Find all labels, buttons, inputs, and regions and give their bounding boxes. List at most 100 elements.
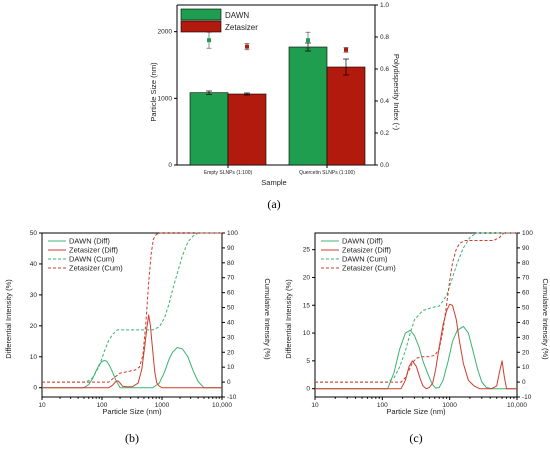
plot-frame bbox=[314, 232, 518, 398]
legend-swatch-zetasizer bbox=[180, 20, 222, 33]
series-line-zetasizer-cum bbox=[42, 232, 222, 383]
y-tick-label: 15 bbox=[303, 302, 311, 309]
y-tick-label: 25 bbox=[303, 247, 311, 254]
legend-label: Zetasizer (Diff) bbox=[69, 246, 119, 255]
y-tick-label: 0 bbox=[168, 162, 172, 169]
series-line-dawn-diff bbox=[315, 325, 517, 390]
y2-tick-label: 80 bbox=[522, 260, 530, 267]
panel-c-legend: DAWN (Diff)Zetasizer (Diff)DAWN (Cum)Zet… bbox=[321, 237, 396, 273]
y2-tick-label: 0.4 bbox=[380, 98, 389, 105]
x-tick-label: 1000 bbox=[155, 402, 170, 409]
x-tick-label: 10 bbox=[311, 402, 319, 409]
y2-tick-label: 0.6 bbox=[380, 66, 389, 73]
y2-tick-label: 30 bbox=[227, 334, 235, 341]
pdi-point-dawn bbox=[306, 38, 310, 43]
x-tick-label: 10 bbox=[38, 402, 46, 409]
y2-tick-label: 80 bbox=[227, 260, 235, 267]
y2-tick-label: 10 bbox=[522, 364, 530, 371]
y2-tick-label: 70 bbox=[522, 275, 530, 282]
y2-tick-label: 100 bbox=[522, 230, 533, 237]
panel-b-y-axis-title: Differential Intensity (%) bbox=[4, 279, 13, 359]
panel-b-line-chart: 10 100 1000 10,000 0 10 20 30 40 50 -10 0 10 20 30 40 50… bbox=[4, 230, 272, 445]
x-tick-label: 100 bbox=[377, 402, 388, 409]
bar-zetasizer bbox=[227, 93, 267, 166]
panel-b-legend: DAWN (Diff)Zetasizer (Diff)DAWN (Cum)Zet… bbox=[48, 237, 123, 273]
panel-b-y2-axis-title: Cumulative Intensity (%) bbox=[263, 278, 272, 360]
y2-tick-label: 0.2 bbox=[380, 130, 389, 137]
y-tick-label: 0 bbox=[306, 386, 310, 393]
y2-tick-label: 50 bbox=[522, 305, 530, 312]
y2-tick-label: 0.8 bbox=[380, 34, 389, 41]
y-tick-label: 40 bbox=[30, 261, 38, 268]
series-line-zetasizer-diff bbox=[315, 303, 517, 390]
panel-c-x-axis-title: Particle Size (nm) bbox=[386, 407, 446, 416]
panel-b-plot-area: 10 100 1000 10,000 0 10 20 30 40 50 -10 0 10 20 30 40 50… bbox=[30, 230, 238, 409]
panel-c-plot-area: 10 100 1000 10,000 0 5 10 15 20 25 -10 0 10 20 30 40 50 6… bbox=[303, 230, 533, 409]
y2-tick-label: 0.0 bbox=[380, 162, 389, 169]
panel-a-y-axis-title: Particle Size (nm) bbox=[149, 62, 158, 122]
legend-label: DAWN (Diff) bbox=[342, 237, 383, 246]
legend-label-dawn: DAWN bbox=[225, 11, 249, 20]
y-tick-label: 5 bbox=[306, 358, 310, 365]
y2-tick-label: 0 bbox=[522, 379, 526, 386]
series-line-dawn-cum bbox=[42, 232, 222, 383]
x-tick-label: Empty SLNPs (1:100) bbox=[204, 170, 253, 176]
y2-tick-label: 90 bbox=[522, 245, 530, 252]
y2-tick-label: 10 bbox=[227, 364, 235, 371]
series-line-zetasizer-cum bbox=[315, 232, 517, 383]
legend-label: Zetasizer (Cum) bbox=[342, 264, 396, 273]
series-line-zetasizer-diff bbox=[42, 314, 222, 389]
panel-label-b: (b) bbox=[125, 431, 139, 445]
y-tick-label: 20 bbox=[30, 323, 38, 330]
panel-b-x-axis-title: Particle Size (nm) bbox=[102, 407, 162, 416]
pdi-point-zetasizer bbox=[245, 44, 249, 49]
y-tick-label: 1000 bbox=[158, 95, 173, 102]
y2-tick-label: 60 bbox=[227, 290, 235, 297]
y2-tick-label: 60 bbox=[522, 290, 530, 297]
pdi-point-zetasizer bbox=[344, 47, 348, 52]
x-tick-label: 1000 bbox=[442, 402, 457, 409]
legend-label-zetasizer: Zetasizer bbox=[225, 23, 258, 32]
panel-a-y2-axis-title: Polydispersity Index (-) bbox=[392, 54, 401, 131]
legend-label: Zetasizer (Cum) bbox=[69, 264, 123, 273]
plot-frame bbox=[41, 232, 223, 398]
bar-dawn bbox=[288, 46, 328, 166]
panel-label-c: (c) bbox=[409, 431, 422, 445]
y2-tick-label: 50 bbox=[227, 305, 235, 312]
panel-a-x-axis-title: Sample bbox=[261, 178, 286, 187]
x-tick-label: 100 bbox=[97, 402, 108, 409]
bar-dawn bbox=[189, 92, 229, 166]
panel-a-bar-chart: 0 1000 2000 0.0 0.2 0.4 0.6 0.8 1.0 Empty SLNPs (… bbox=[149, 2, 401, 211]
y2-tick-label: 90 bbox=[227, 245, 235, 252]
panel-c-y-axis-title: Differential Intensity (%) bbox=[284, 279, 293, 359]
x-tick-label: Quercetin SLNPs (1:100) bbox=[299, 170, 355, 176]
y-tick-label: 50 bbox=[30, 230, 38, 237]
y-tick-label: 2000 bbox=[158, 29, 173, 36]
y2-tick-label: 20 bbox=[227, 349, 235, 356]
legend-label: Zetasizer (Diff) bbox=[342, 246, 392, 255]
y-tick-label: 10 bbox=[303, 330, 311, 337]
y-tick-label: 30 bbox=[30, 292, 38, 299]
legend-label: DAWN (Cum) bbox=[342, 255, 388, 264]
y2-tick-label: 40 bbox=[227, 319, 235, 326]
x-tick-label: 10,000 bbox=[507, 402, 527, 409]
series-line-dawn-cum bbox=[315, 232, 517, 383]
x-tick-label: 10,000 bbox=[212, 402, 232, 409]
legend-swatch-dawn bbox=[180, 8, 222, 21]
y2-tick-label: 40 bbox=[522, 319, 530, 326]
panel-label-a: (a) bbox=[267, 197, 280, 211]
y2-tick-label: 0 bbox=[227, 379, 231, 386]
y-tick-label: 20 bbox=[303, 274, 311, 281]
legend-label: DAWN (Diff) bbox=[69, 237, 110, 246]
bar-zetasizer bbox=[326, 66, 366, 166]
y-tick-label: 0 bbox=[33, 385, 37, 392]
y2-tick-label: 1.0 bbox=[380, 2, 389, 9]
y2-tick-label: -10 bbox=[522, 394, 532, 401]
panel-c-line-chart: 10 100 1000 10,000 0 5 10 15 20 25 -10 0 10 20 30 40 50 6… bbox=[284, 230, 550, 445]
panel-a-plot-area: 0 1000 2000 0.0 0.2 0.4 0.6 0.8 1.0 Empty SLNPs (… bbox=[158, 2, 390, 176]
pdi-point-dawn bbox=[207, 38, 211, 43]
legend-label: DAWN (Cum) bbox=[69, 255, 115, 264]
y-tick-label: 10 bbox=[30, 354, 38, 361]
panel-c-y2-axis-title: Cumulative Intensity (%) bbox=[541, 278, 550, 360]
